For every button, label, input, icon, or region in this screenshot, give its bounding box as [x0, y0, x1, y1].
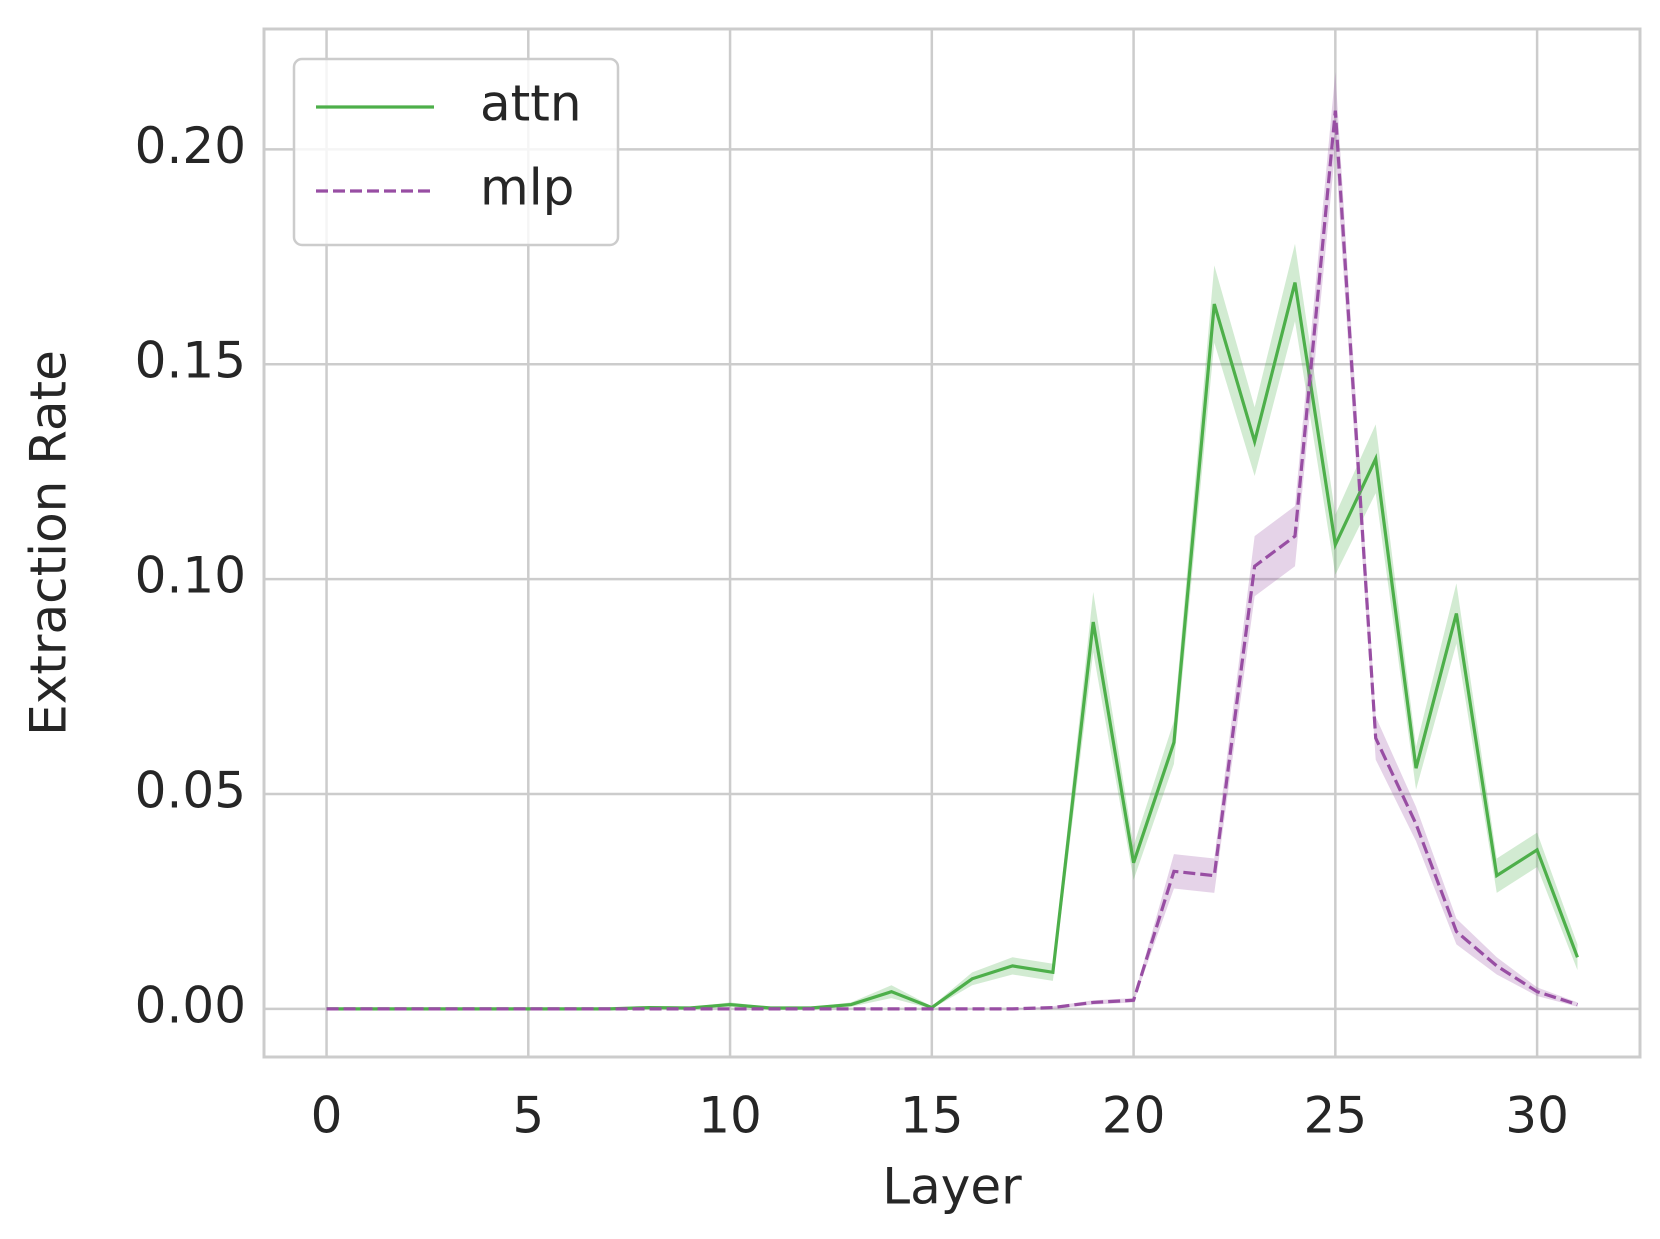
- x-tick-label: 30: [1505, 1087, 1569, 1145]
- x-axis-label: Layer: [882, 1158, 1022, 1216]
- legend-label: attn: [480, 75, 582, 133]
- confidence-band: [326, 243, 1578, 1009]
- x-tick-label: 20: [1102, 1087, 1166, 1145]
- y-tick-label: 0.05: [135, 761, 246, 819]
- x-tick-label: 5: [512, 1087, 544, 1145]
- y-tick-label: 0.10: [135, 547, 246, 605]
- y-tick-label: 0.00: [135, 976, 246, 1034]
- y-axis-label: Extraction Rate: [20, 350, 78, 736]
- y-tick-label: 0.20: [135, 117, 246, 175]
- legend-label: mlp: [480, 159, 574, 217]
- x-tick-label: 0: [311, 1087, 343, 1145]
- confidence-band: [326, 71, 1578, 1009]
- y-tick-label: 0.15: [135, 332, 246, 390]
- x-tick-label: 10: [698, 1087, 762, 1145]
- x-tick-label: 15: [900, 1087, 964, 1145]
- plot-frame: [262, 27, 1642, 1059]
- x-tick-label: 25: [1304, 1087, 1368, 1145]
- series-line: [326, 282, 1579, 1011]
- series-line: [326, 110, 1578, 1011]
